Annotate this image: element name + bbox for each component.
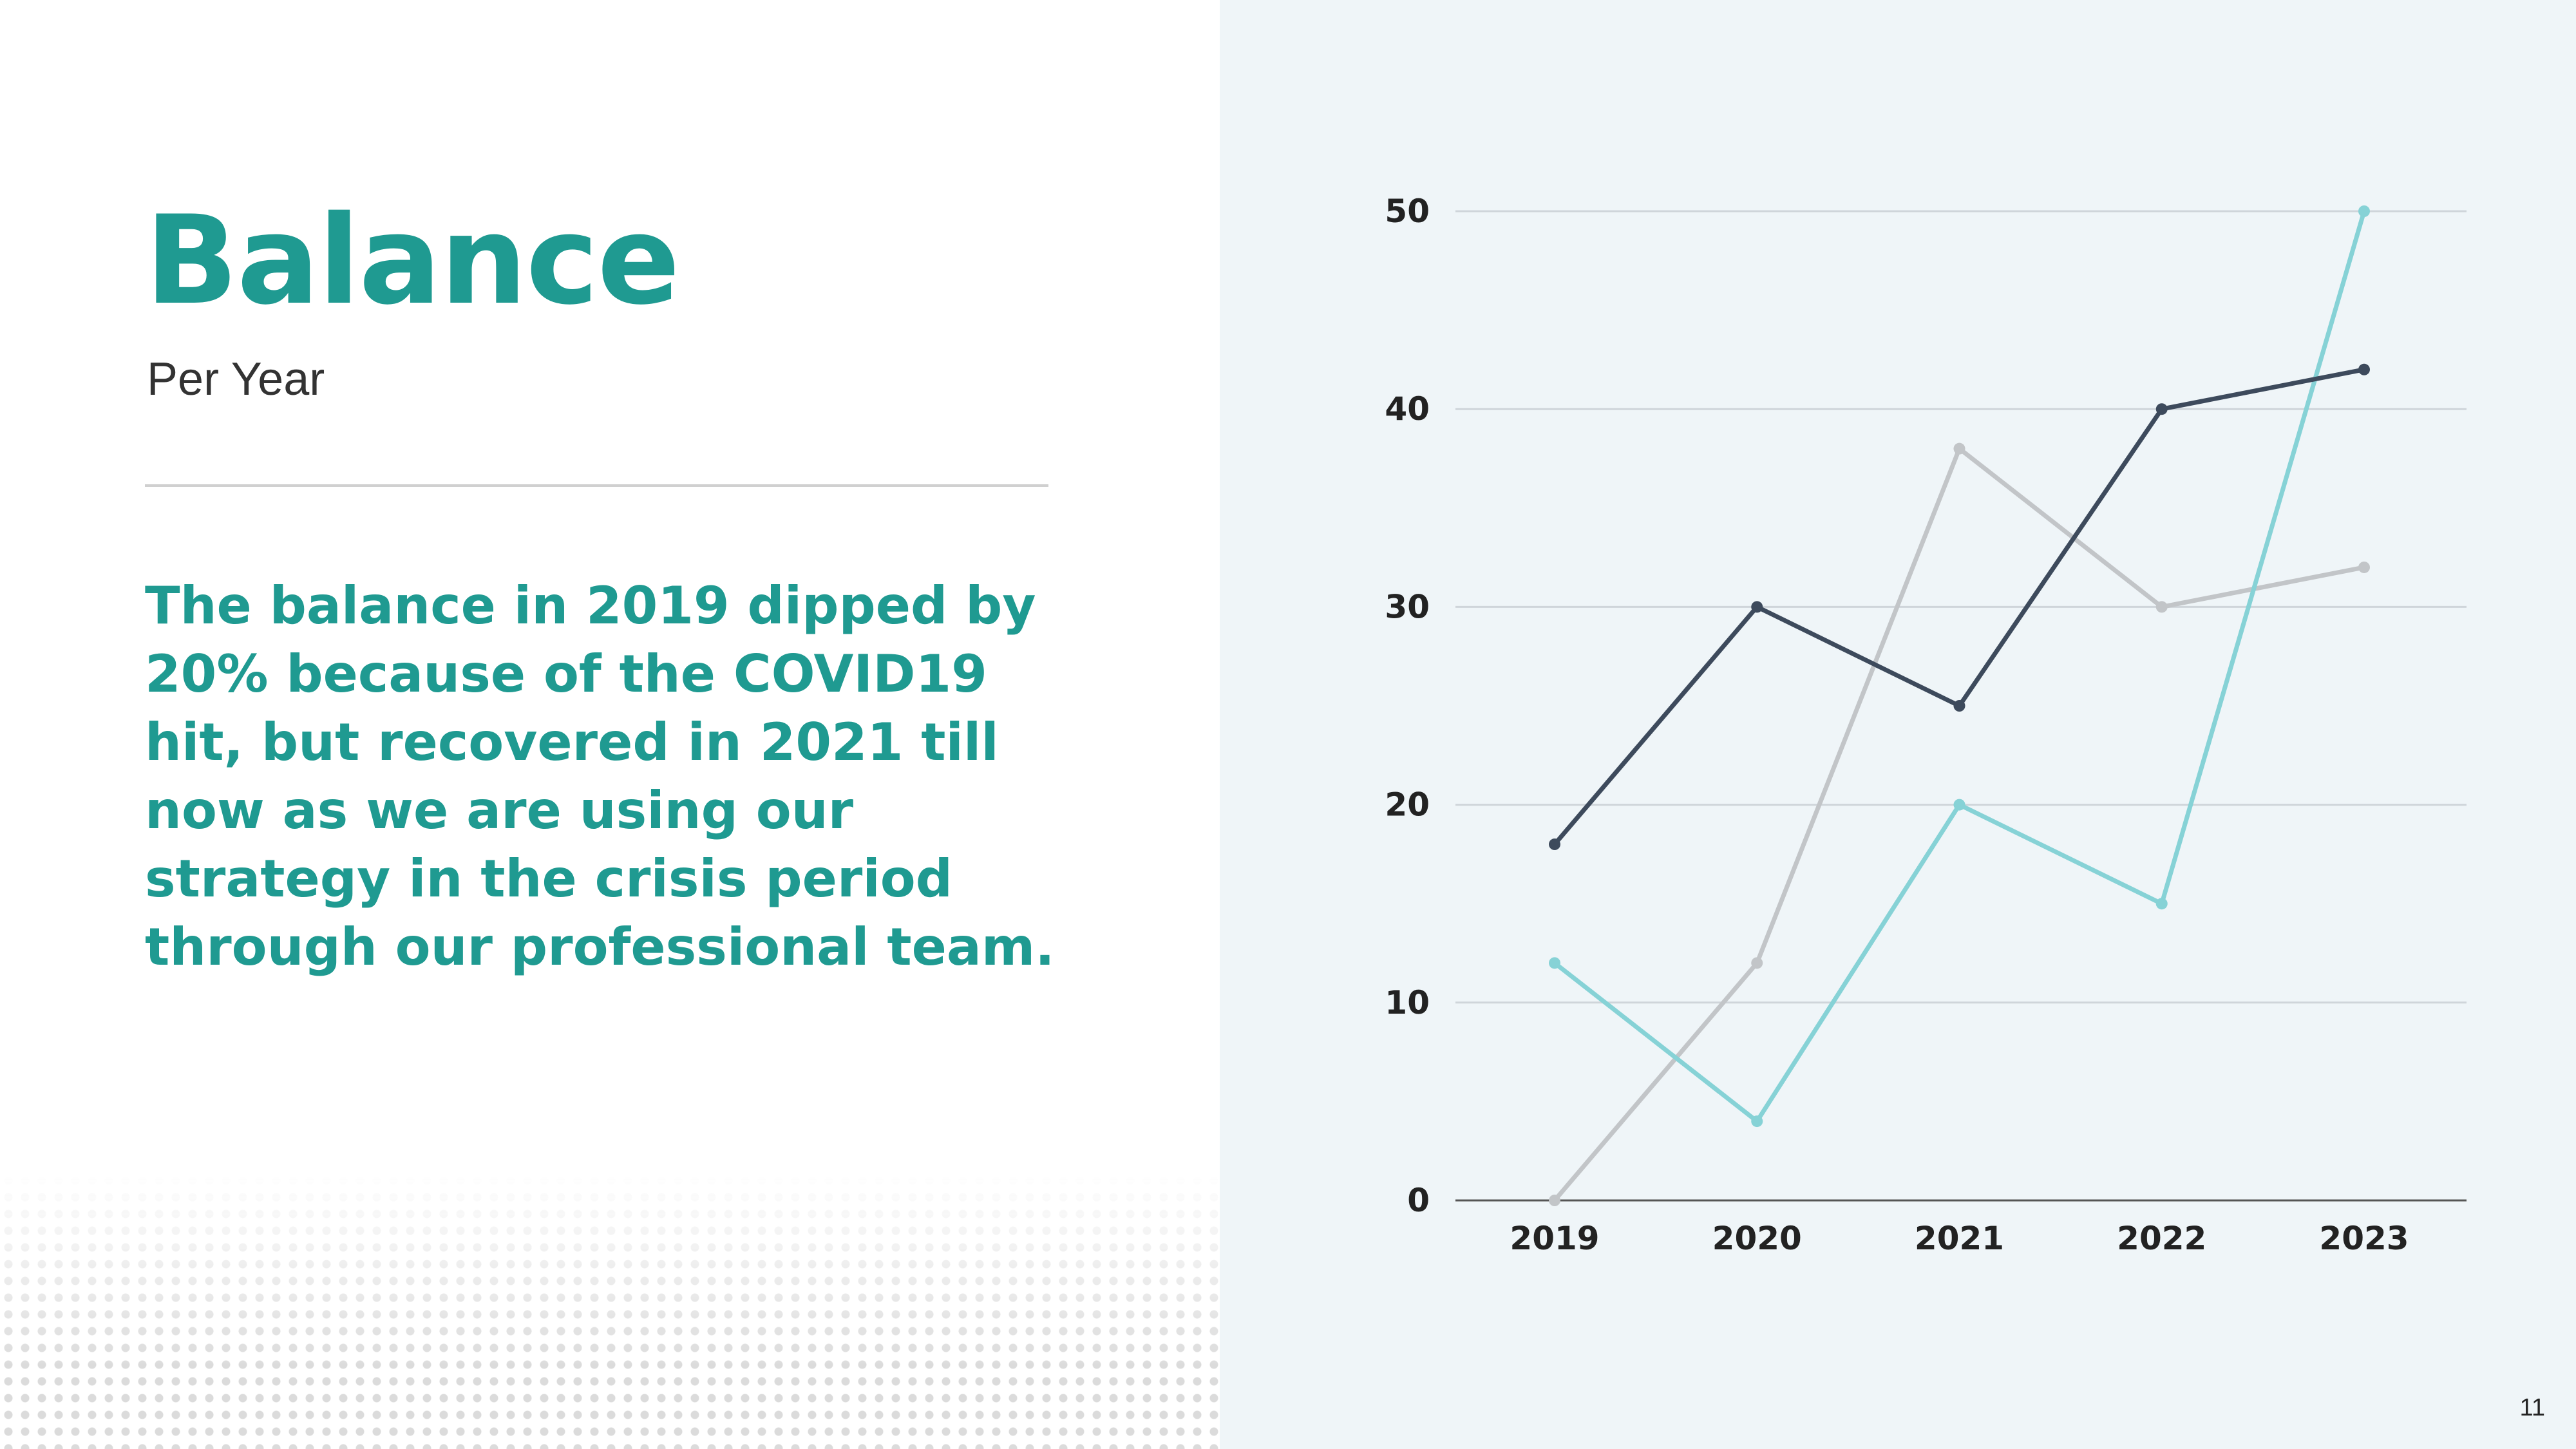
series-line-2 bbox=[1552, 446, 2367, 1203]
series-1-point bbox=[2358, 363, 2370, 375]
series-1-point bbox=[1751, 601, 1763, 613]
y-tick-label: 30 bbox=[1385, 588, 1430, 625]
chart-panel: 0 10 20 30 40 50 2019 2020 2021 2022 2023 11 bbox=[1220, 0, 2576, 1449]
dot-pattern-decoration bbox=[0, 1172, 1220, 1449]
series-line-3 bbox=[1552, 209, 2367, 1124]
x-tick-label: 2023 bbox=[2319, 1220, 2409, 1257]
x-tick-label: 2021 bbox=[1915, 1220, 2004, 1257]
y-tick-label: 10 bbox=[1385, 984, 1430, 1021]
series-1-point bbox=[1953, 700, 1965, 712]
series-2-point bbox=[1549, 1195, 1560, 1206]
series-2-point bbox=[1751, 957, 1763, 969]
series-1-point bbox=[1549, 838, 1560, 851]
y-tick-label: 0 bbox=[1407, 1182, 1430, 1219]
series-3-point bbox=[1751, 1115, 1763, 1128]
series-3-point bbox=[2155, 898, 2168, 910]
series-3-point bbox=[2358, 205, 2370, 217]
slide-subtitle: Per Year bbox=[147, 354, 325, 405]
line-chart: 0 10 20 30 40 50 2019 2020 2021 2022 2023 bbox=[1385, 193, 2467, 1257]
y-tick-label: 20 bbox=[1385, 786, 1430, 824]
slide-title: Balance bbox=[145, 189, 680, 332]
divider bbox=[145, 484, 1048, 487]
x-tick-label: 2019 bbox=[1510, 1220, 1599, 1257]
page-number: 11 bbox=[2519, 1394, 2545, 1421]
series-2-point bbox=[2155, 601, 2168, 613]
series-2-point bbox=[1953, 442, 1965, 455]
slide-body-text: The balance in 2019 dipped by 20% becaus… bbox=[145, 576, 1055, 977]
y-tick-label: 40 bbox=[1385, 390, 1430, 428]
series-3-point bbox=[1953, 799, 1965, 811]
x-tick-label: 2020 bbox=[1712, 1220, 1802, 1257]
series-2-point bbox=[2358, 561, 2370, 573]
series-1-point bbox=[2155, 403, 2168, 415]
series-3-point bbox=[1549, 957, 1560, 969]
y-tick-label: 50 bbox=[1385, 193, 1430, 230]
left-panel: Balance Per Year The balance in 2019 dip… bbox=[0, 0, 1220, 1449]
x-tick-label: 2022 bbox=[2117, 1220, 2206, 1257]
